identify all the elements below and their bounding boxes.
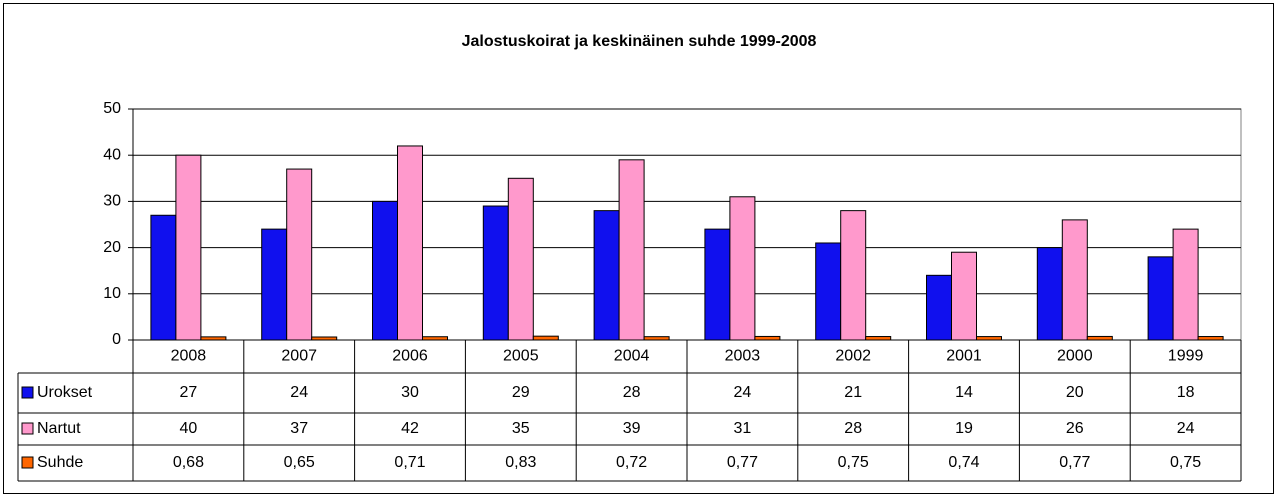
table-value: 26 xyxy=(1066,420,1084,437)
x-tick-label: 2004 xyxy=(614,348,650,365)
table-value: 0,75 xyxy=(1170,454,1201,471)
bar xyxy=(593,210,620,341)
x-tick-label: 2002 xyxy=(835,348,871,365)
bar xyxy=(286,168,313,341)
table-value: 14 xyxy=(955,384,973,401)
table-value: 20 xyxy=(1066,384,1084,401)
bar xyxy=(311,336,338,341)
x-tick-label: 2008 xyxy=(171,348,207,365)
table-value: 39 xyxy=(623,420,641,437)
x-tick-label: 2006 xyxy=(392,348,428,365)
bar xyxy=(1172,228,1199,341)
bar xyxy=(1147,256,1174,341)
table-value: 31 xyxy=(734,420,752,437)
bar xyxy=(1197,336,1224,341)
bar xyxy=(976,336,1002,341)
table-value: 0,71 xyxy=(394,454,425,471)
bar xyxy=(618,159,645,341)
table-value: 29 xyxy=(512,384,530,401)
table-value: 0,72 xyxy=(616,454,647,471)
legend-swatch xyxy=(21,422,34,435)
table-value: 30 xyxy=(401,384,419,401)
bar xyxy=(1036,247,1063,341)
table-value: 0,77 xyxy=(1059,454,1090,471)
table-value: 0,77 xyxy=(727,454,758,471)
table-value: 19 xyxy=(955,420,973,437)
legend-swatch xyxy=(21,456,34,469)
table-value: 0,75 xyxy=(838,454,869,471)
y-tick-label: 10 xyxy=(103,285,121,302)
x-tick-label: 2000 xyxy=(1057,348,1093,365)
bar xyxy=(704,228,731,341)
legend-label: Suhde xyxy=(37,454,83,471)
bar xyxy=(422,336,448,341)
bar xyxy=(532,335,559,341)
bar xyxy=(175,154,202,341)
bar xyxy=(200,336,227,341)
table-value: 40 xyxy=(180,420,198,437)
y-tick-label: 50 xyxy=(103,100,121,117)
bar xyxy=(754,335,781,341)
bar xyxy=(815,242,842,341)
y-tick-label: 40 xyxy=(103,146,121,163)
legend-label: Urokset xyxy=(37,384,93,401)
x-tick-label: 2005 xyxy=(503,348,539,365)
table-value: 24 xyxy=(1177,420,1195,437)
table-value: 0,68 xyxy=(173,454,204,471)
bar xyxy=(840,210,867,341)
bar xyxy=(372,200,398,341)
bar xyxy=(865,336,892,341)
x-tick-label: 1999 xyxy=(1168,348,1204,365)
table-value: 27 xyxy=(180,384,198,401)
bar xyxy=(261,228,288,341)
legend-swatch xyxy=(21,386,34,399)
bar xyxy=(643,336,670,341)
y-tick-label: 0 xyxy=(112,331,121,348)
bar xyxy=(150,214,177,341)
table-value: 24 xyxy=(734,384,752,401)
table-value: 0,74 xyxy=(948,454,979,471)
table-value: 35 xyxy=(512,420,530,437)
x-tick-label: 2007 xyxy=(281,348,317,365)
table-value: 18 xyxy=(1177,384,1195,401)
bar xyxy=(507,177,534,341)
table-value: 0,65 xyxy=(284,454,315,471)
y-tick-label: 20 xyxy=(103,239,121,256)
x-tick-label: 2001 xyxy=(946,348,982,365)
table-value: 37 xyxy=(290,420,308,437)
x-tick-label: 2003 xyxy=(725,348,761,365)
y-tick-label: 30 xyxy=(103,193,121,210)
table-value: 28 xyxy=(623,384,641,401)
chart-title: Jalostuskoirat ja keskinäinen suhde 1999… xyxy=(462,33,817,50)
bar xyxy=(397,145,423,341)
bar xyxy=(926,274,952,341)
legend-label: Nartut xyxy=(37,420,81,437)
table-value: 0,83 xyxy=(505,454,536,471)
table-value: 21 xyxy=(844,384,862,401)
bar xyxy=(729,196,756,341)
bar xyxy=(1061,219,1088,341)
bar xyxy=(951,251,977,341)
bar xyxy=(482,205,509,341)
table-value: 28 xyxy=(844,420,862,437)
table-value: 24 xyxy=(290,384,308,401)
bar xyxy=(1086,335,1113,341)
table-value: 42 xyxy=(401,420,419,437)
